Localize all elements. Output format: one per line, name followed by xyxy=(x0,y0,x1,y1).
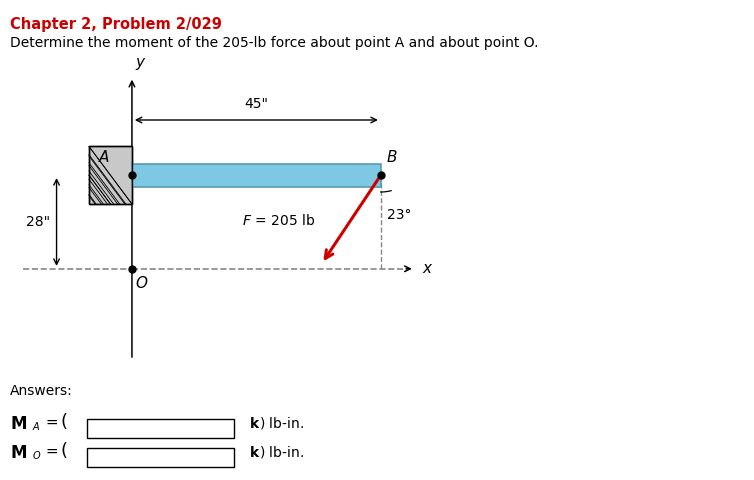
Text: Answers:: Answers: xyxy=(10,384,72,398)
Bar xyxy=(87,419,234,438)
Text: $\mathbf{k}$) lb-in.: $\mathbf{k}$) lb-in. xyxy=(241,444,305,460)
Text: (: ( xyxy=(60,413,67,431)
Text: $\mathbf{M}$: $\mathbf{M}$ xyxy=(10,444,27,462)
Bar xyxy=(132,164,381,187)
Text: x: x xyxy=(422,261,431,276)
Text: O: O xyxy=(136,276,148,291)
Text: (: ( xyxy=(60,442,67,460)
Text: $F$ = 205 lb: $F$ = 205 lb xyxy=(242,213,316,228)
Text: 28": 28" xyxy=(26,215,50,229)
Text: 23°: 23° xyxy=(387,208,411,222)
Text: $_O$: $_O$ xyxy=(32,448,41,462)
Text: $_A$: $_A$ xyxy=(32,419,40,433)
Text: y: y xyxy=(135,55,144,70)
Bar xyxy=(87,448,234,467)
Text: $\mathbf{M}$: $\mathbf{M}$ xyxy=(10,415,27,433)
Text: $\mathbf{k}$) lb-in.: $\mathbf{k}$) lb-in. xyxy=(241,415,305,431)
Text: =: = xyxy=(41,415,59,430)
Text: A: A xyxy=(99,150,109,165)
Text: Determine the moment of the 205-lb force about point A and about point O.: Determine the moment of the 205-lb force… xyxy=(10,36,538,50)
Text: B: B xyxy=(387,150,397,165)
Bar xyxy=(89,146,132,204)
Text: 45": 45" xyxy=(244,97,268,111)
Text: Chapter 2, Problem 2/029: Chapter 2, Problem 2/029 xyxy=(10,17,222,32)
Bar xyxy=(89,146,132,204)
Text: =: = xyxy=(41,444,59,459)
